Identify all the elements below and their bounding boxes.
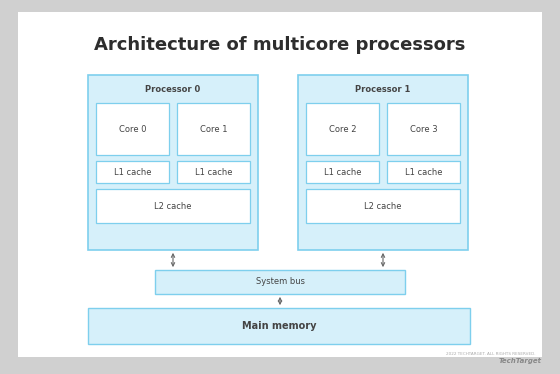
Bar xyxy=(96,103,169,155)
Text: L2 cache: L2 cache xyxy=(364,202,402,211)
Text: L2 cache: L2 cache xyxy=(154,202,192,211)
Bar xyxy=(306,161,379,183)
Text: L1 cache: L1 cache xyxy=(405,168,442,177)
Bar xyxy=(387,161,460,183)
Bar xyxy=(387,103,460,155)
Bar xyxy=(155,270,405,294)
Text: L1 cache: L1 cache xyxy=(195,168,232,177)
Bar xyxy=(88,308,470,344)
Bar xyxy=(306,189,460,223)
Bar xyxy=(96,161,169,183)
Text: Core 1: Core 1 xyxy=(200,125,227,134)
Bar xyxy=(177,161,250,183)
Text: L1 cache: L1 cache xyxy=(114,168,151,177)
Bar xyxy=(96,189,250,223)
Text: 2022 TECHTARGET. ALL RIGHTS RESERVED.: 2022 TECHTARGET. ALL RIGHTS RESERVED. xyxy=(446,352,536,356)
Bar xyxy=(306,103,379,155)
Text: Processor 0: Processor 0 xyxy=(146,85,200,94)
Text: Core 2: Core 2 xyxy=(329,125,356,134)
Text: L1 cache: L1 cache xyxy=(324,168,361,177)
Bar xyxy=(88,75,258,250)
Text: Main memory: Main memory xyxy=(242,321,316,331)
Bar xyxy=(298,75,468,250)
Bar xyxy=(177,103,250,155)
Text: Processor 1: Processor 1 xyxy=(355,85,410,94)
Text: System bus: System bus xyxy=(255,278,305,286)
Text: Core 0: Core 0 xyxy=(119,125,146,134)
Text: TechTarget: TechTarget xyxy=(499,358,542,364)
Text: Core 3: Core 3 xyxy=(410,125,437,134)
Text: Architecture of multicore processors: Architecture of multicore processors xyxy=(94,36,466,54)
